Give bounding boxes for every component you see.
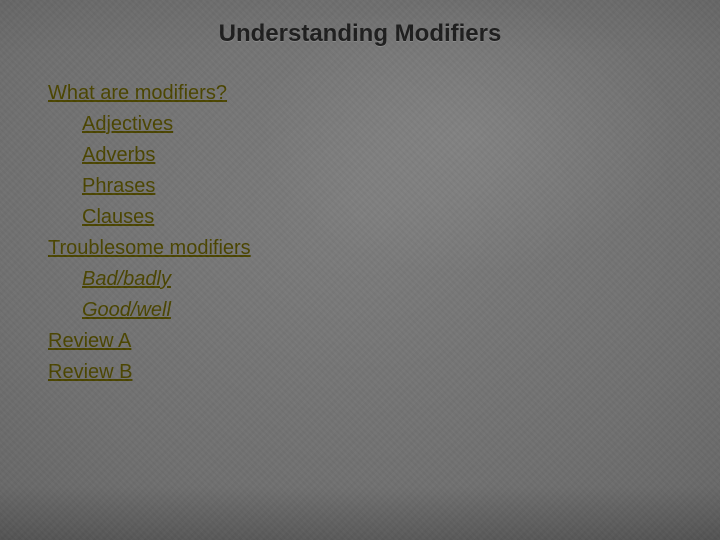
outline-item: Review A <box>48 326 251 357</box>
outline-item: Clauses <box>82 202 251 233</box>
outline-item: Good/well <box>82 295 251 326</box>
link-review-b[interactable]: Review B <box>48 361 132 383</box>
link-troublesome-modifiers[interactable]: Troublesome modifiers <box>48 237 251 259</box>
link-phrases[interactable]: Phrases <box>82 175 155 197</box>
outline-item: What are modifiers? <box>48 78 251 109</box>
link-adjectives[interactable]: Adjectives <box>82 113 173 135</box>
link-bad-badly[interactable]: Bad/badly <box>82 268 171 290</box>
link-what-are-modifiers[interactable]: What are modifiers? <box>48 82 227 104</box>
outline-item: Bad/badly <box>82 264 251 295</box>
outline-item: Review B <box>48 357 251 388</box>
outline-item: Phrases <box>82 171 251 202</box>
slide-title: Understanding Modifiers <box>0 20 720 48</box>
link-clauses[interactable]: Clauses <box>82 206 154 228</box>
outline-item: Troublesome modifiers <box>48 233 251 264</box>
link-adverbs[interactable]: Adverbs <box>82 144 155 166</box>
slide: Understanding Modifiers What are modifie… <box>0 0 720 540</box>
link-review-a[interactable]: Review A <box>48 330 131 352</box>
outline-item: Adverbs <box>82 140 251 171</box>
outline-list: What are modifiers? Adjectives Adverbs P… <box>48 78 251 388</box>
outline-item: Adjectives <box>82 109 251 140</box>
link-good-well[interactable]: Good/well <box>82 299 171 321</box>
